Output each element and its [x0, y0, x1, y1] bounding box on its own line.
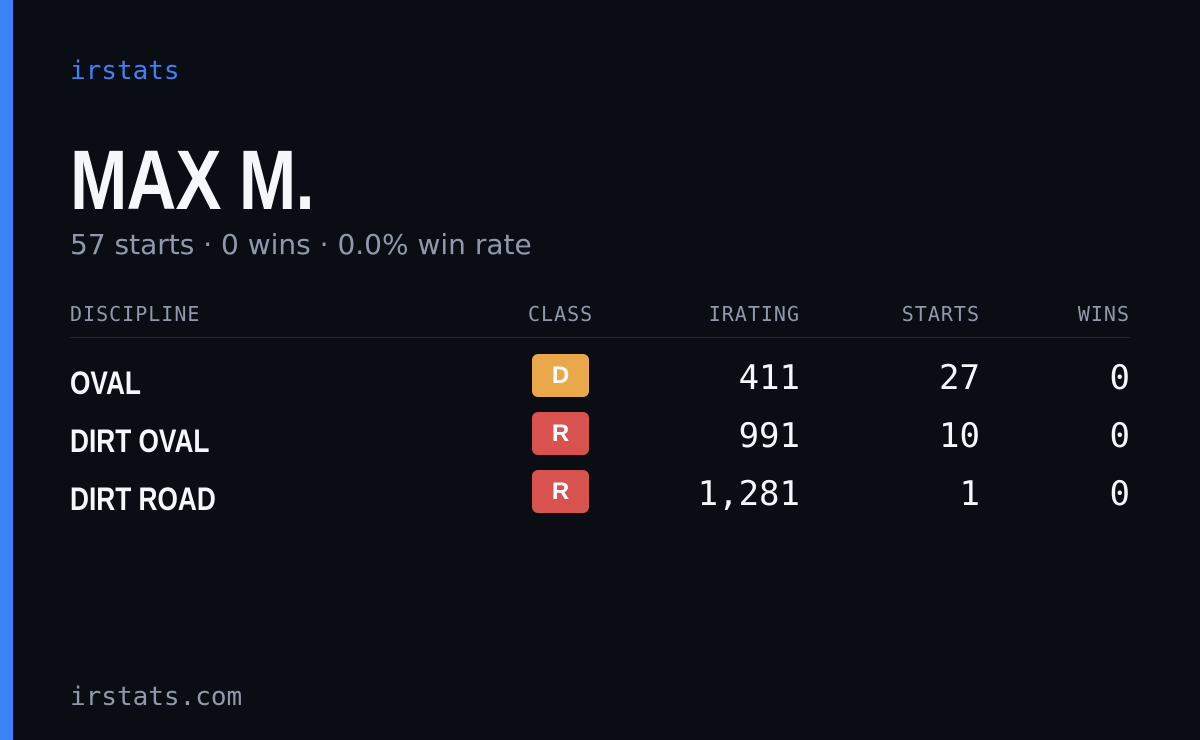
class-badge: D: [532, 354, 589, 397]
brand: irstats: [70, 56, 180, 86]
irating: 991: [738, 416, 800, 456]
header-rule: [70, 337, 1130, 338]
column-header: IRATING: [708, 302, 800, 326]
starts: 27: [939, 358, 980, 398]
column-header: STARTS: [901, 302, 980, 326]
discipline: DIRT OVAL: [70, 423, 210, 459]
class-badge: R: [532, 412, 589, 455]
footer: irstats.com: [70, 682, 243, 712]
profile-name: MAX M.: [70, 133, 315, 227]
profile-summary: 57 starts · 0 wins · 0.0% win rate: [70, 228, 532, 261]
wins: 0: [1109, 416, 1130, 456]
irating: 411: [738, 358, 800, 398]
accent-bar: [0, 0, 13, 740]
wins: 0: [1109, 474, 1130, 514]
wins: 0: [1109, 358, 1130, 398]
class-badge: R: [532, 470, 589, 513]
column-header: CLASS: [528, 302, 594, 326]
column-header: DISCIPLINE: [70, 302, 201, 326]
irating: 1,281: [697, 474, 800, 514]
discipline: DIRT ROAD: [70, 481, 216, 517]
starts: 10: [939, 416, 980, 456]
discipline: OVAL: [70, 365, 141, 401]
column-header: WINS: [1077, 302, 1130, 326]
starts: 1: [959, 474, 980, 514]
